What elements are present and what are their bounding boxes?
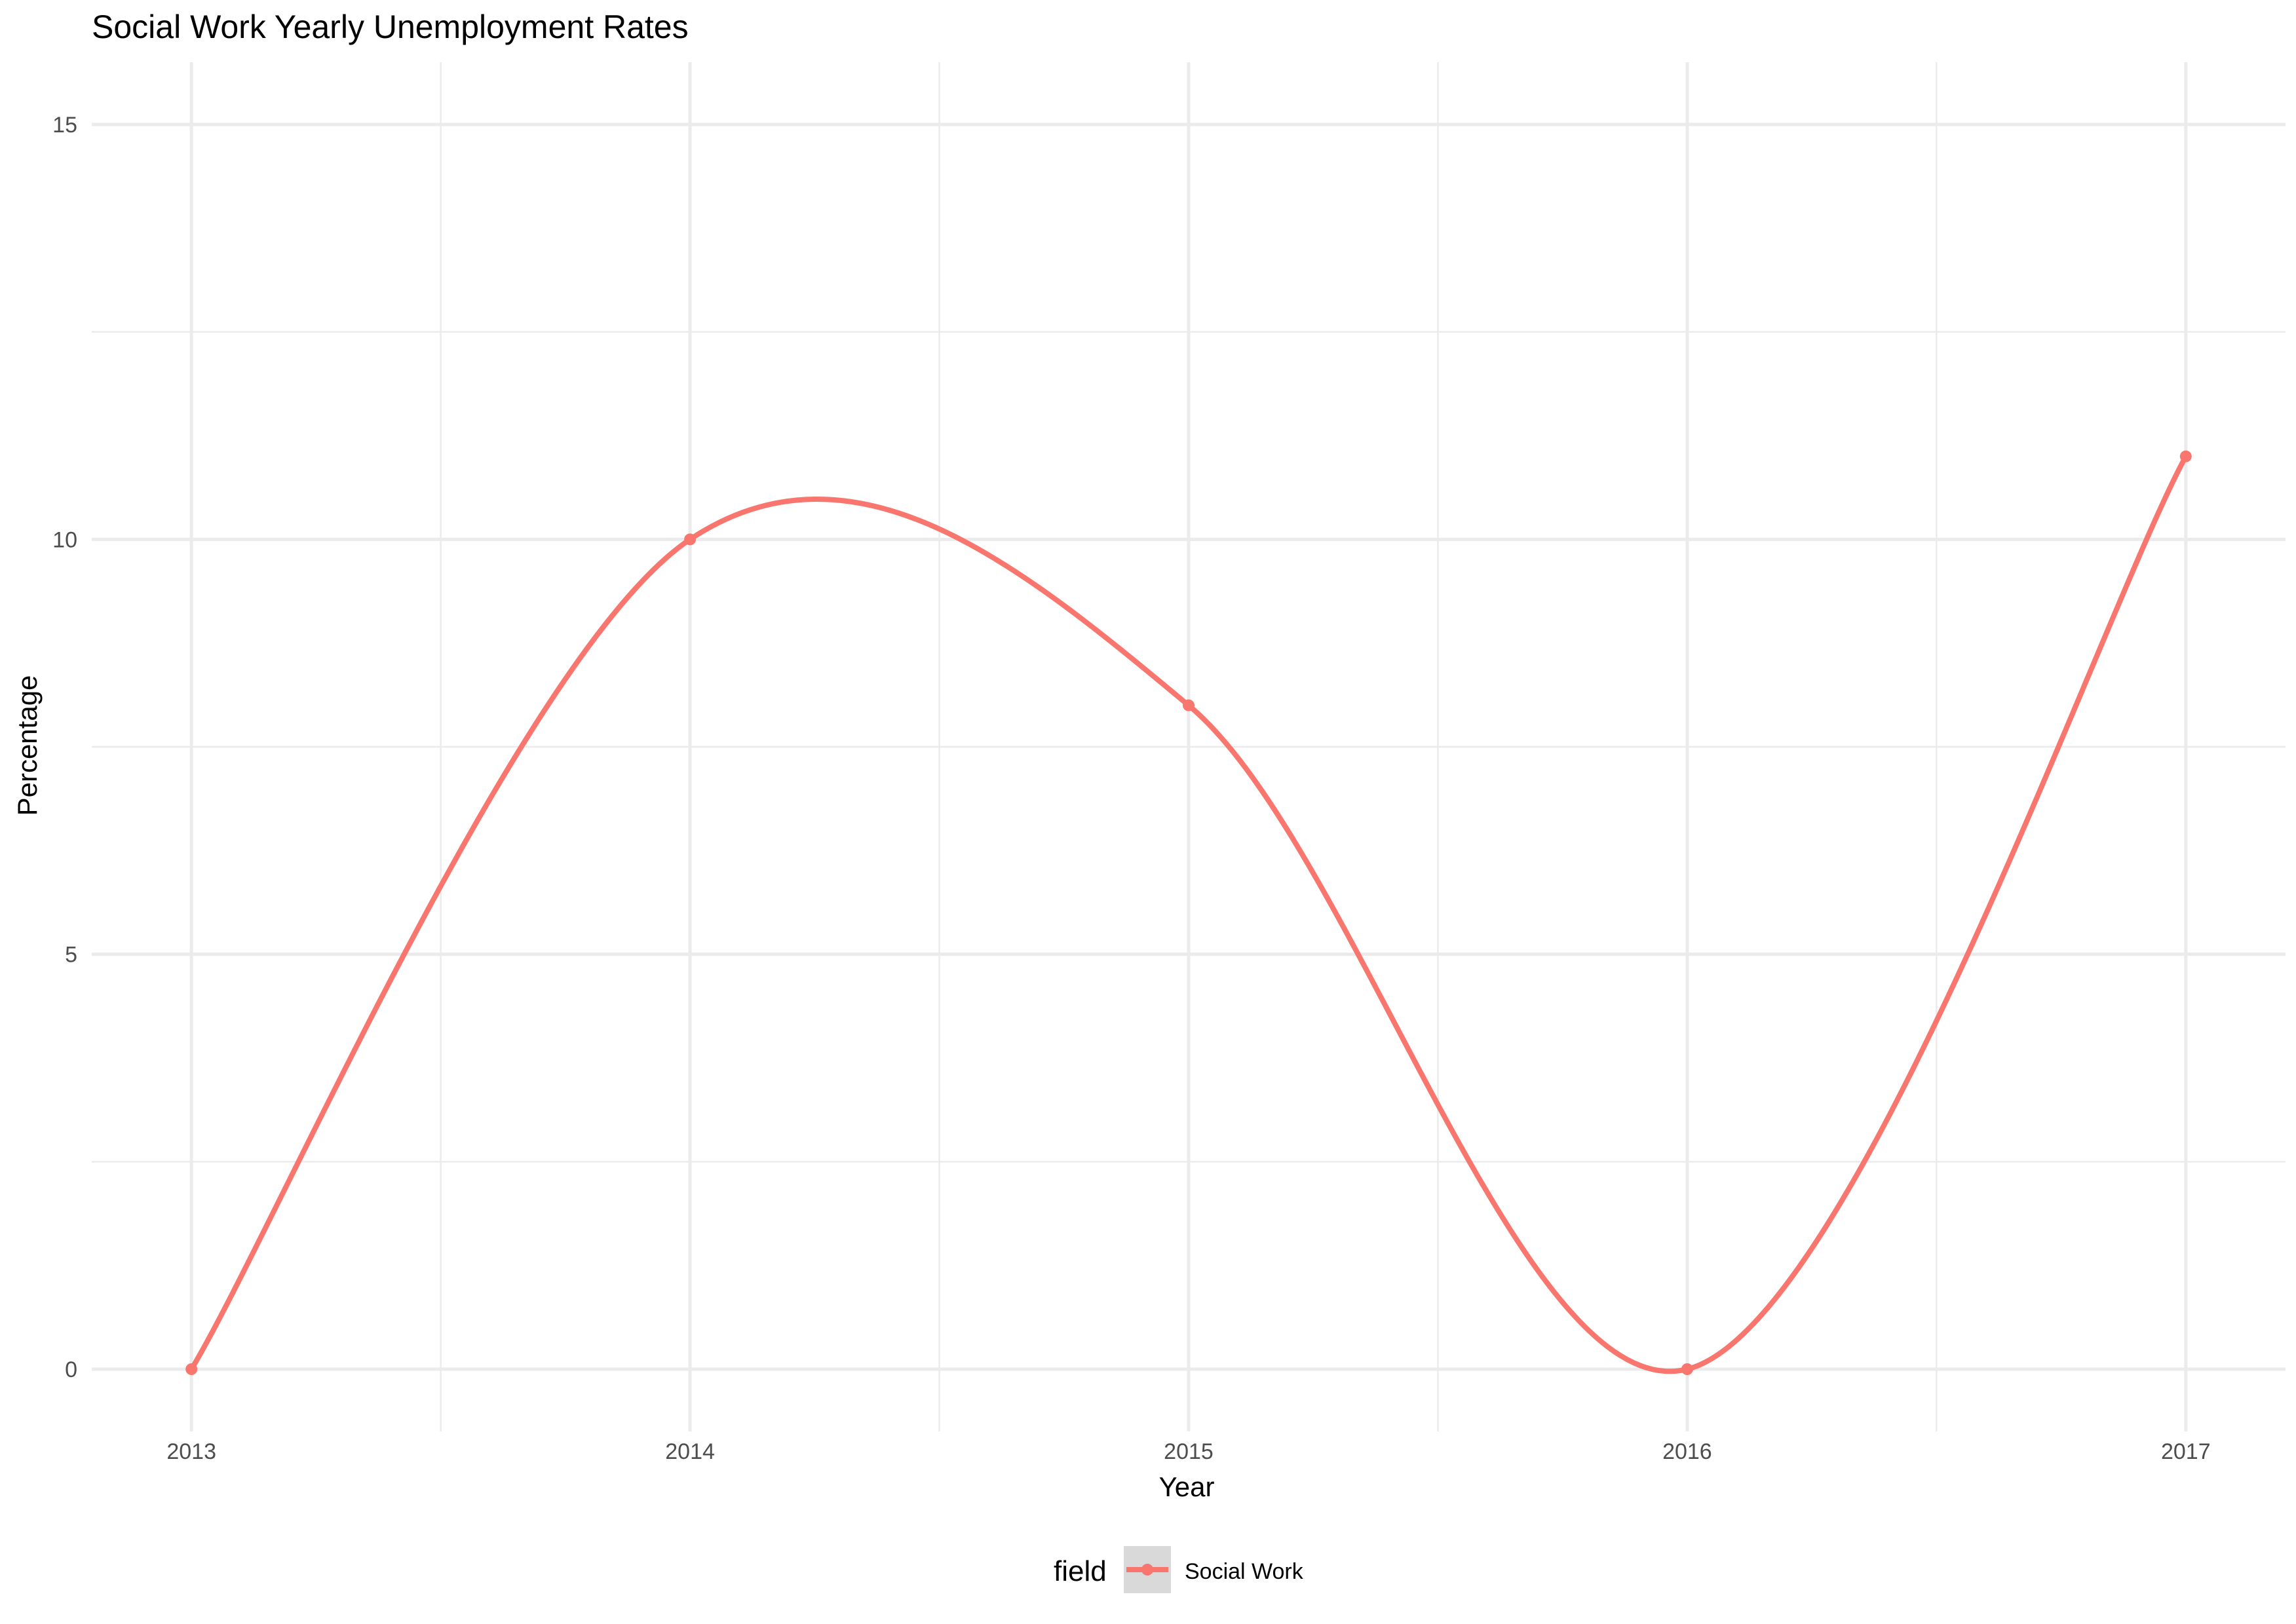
- x-tick-label: 2016: [1662, 1439, 1712, 1464]
- data-point: [1183, 699, 1195, 711]
- y-tick-label: 0: [65, 1357, 77, 1382]
- y-axis-ticks: 0 5 10 15: [52, 113, 77, 1382]
- y-tick-label: 15: [52, 113, 77, 138]
- data-point: [2179, 450, 2192, 463]
- legend-title: field: [1054, 1555, 1107, 1587]
- x-tick-label: 2014: [665, 1439, 715, 1464]
- legend-key-point: [1141, 1564, 1153, 1576]
- x-tick-label: 2015: [1164, 1439, 1214, 1464]
- x-tick-label: 2017: [2161, 1439, 2211, 1464]
- y-tick-label: 5: [65, 943, 77, 968]
- chart-title: Social Work Yearly Unemployment Rates: [92, 9, 689, 45]
- series-points: [185, 450, 2192, 1375]
- data-point: [185, 1363, 198, 1375]
- x-axis-title: Year: [1159, 1471, 1215, 1502]
- y-axis-title: Percentage: [12, 675, 43, 816]
- series-line: [189, 455, 2189, 1374]
- x-tick-label: 2013: [166, 1439, 216, 1464]
- y-tick-label: 10: [52, 527, 77, 552]
- x-axis-ticks: 2013 2014 2015 2016 2017: [166, 1439, 2210, 1464]
- legend: field Social Work: [1054, 1546, 1304, 1593]
- data-point: [1681, 1363, 1693, 1375]
- data-point: [684, 533, 697, 546]
- series-lines: [189, 455, 2189, 1374]
- grid-major: [92, 62, 2286, 1431]
- legend-label-social-work: Social Work: [1185, 1559, 1304, 1584]
